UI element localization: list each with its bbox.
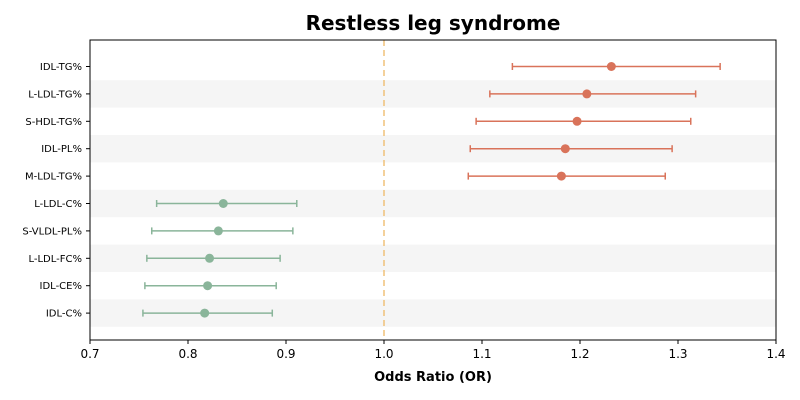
x-tick-label: 0.8 [178,347,197,361]
estimate-L-LDL-FC% [146,253,281,263]
y-tick-label: L-LDL-TG% [28,89,82,100]
x-tick-label: 1.3 [668,347,687,361]
estimate-S-VLDL-PL% [150,226,294,236]
chart-title: Restless leg syndrome [306,11,561,35]
point-estimate [606,62,616,71]
x-axis: 0.7 0.8 0.9 1.0 1.1 1.2 1.3 1.4 [80,340,786,361]
x-tick-label: 1.1 [472,347,491,361]
estimate-IDL-PL% [469,144,673,154]
y-tick-label: IDL-TG% [40,62,82,73]
point-estimate [203,281,213,291]
x-tick-label: 1.4 [766,347,785,361]
data-marks [142,62,721,318]
estimate-IDL-CE% [144,281,277,291]
estimate-M-LDL-TG% [467,171,667,181]
y-tick-label: S-HDL-TG% [25,117,82,128]
estimate-S-HDL-TG% [475,116,692,126]
row-band [90,135,776,163]
point-estimate [200,308,210,318]
point-estimate [582,89,592,99]
point-estimate [218,199,228,208]
x-axis-label: Odds Ratio (OR) [374,370,492,385]
estimate-L-LDL-TG% [489,89,697,99]
point-estimate [560,144,570,154]
y-tick-label: IDL-CE% [40,281,82,292]
y-tick-label: IDL-C% [46,309,82,320]
x-tick-label: 0.9 [276,347,295,361]
estimate-IDL-C% [142,308,274,318]
y-tick-label: S-VLDL-PL% [22,226,82,237]
estimate-L-LDL-C% [155,199,298,208]
y-tick-label: L-LDL-FC% [28,254,82,265]
y-tick-label: L-LDL-C% [34,199,82,210]
x-tick-label: 1.0 [374,347,393,361]
estimate-IDL-TG% [511,62,721,71]
y-tick-label: M-LDL-TG% [25,172,82,183]
y-tick-label: IDL-PL% [41,144,82,155]
point-estimate [205,253,215,263]
plot-frame [89,39,777,341]
x-tick-label: 0.7 [80,347,99,361]
point-estimate [572,116,582,126]
point-estimate [213,226,223,236]
y-axis: IDL-TG% L-LDL-TG% S-HDL-TG% IDL-PL% M-LDL-TG… [22,62,90,320]
x-tick-label: 1.2 [570,347,589,361]
point-estimate [556,171,566,181]
